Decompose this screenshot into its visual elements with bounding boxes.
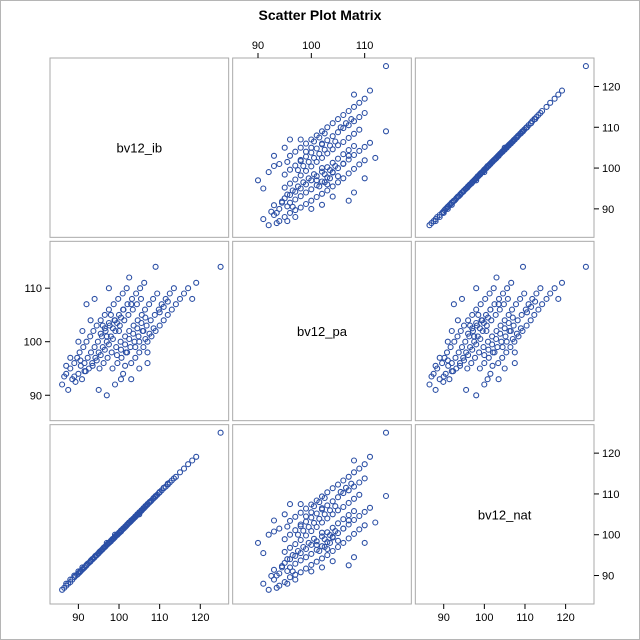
chart-title: Scatter Plot Matrix	[259, 7, 382, 23]
tick-label: 100	[302, 40, 320, 52]
tick-label: 100	[110, 612, 128, 624]
tick-label: 110	[356, 40, 374, 52]
tick-label: 110	[151, 612, 169, 624]
panel-border	[50, 241, 229, 420]
tick-label: 90	[602, 571, 614, 583]
tick-label: 120	[602, 448, 620, 460]
diagonal-label: bv12_pa	[297, 324, 348, 339]
tick-label: 90	[602, 204, 614, 216]
tick-label: 120	[556, 612, 574, 624]
diagonal-label: bv12_ib	[117, 141, 163, 156]
tick-label: 120	[602, 81, 620, 93]
tick-label: 100	[602, 530, 620, 542]
tick-label: 100	[24, 337, 42, 349]
tick-label: 110	[24, 283, 42, 295]
tick-label: 90	[30, 390, 42, 402]
tick-label: 100	[475, 612, 493, 624]
tick-label: 90	[72, 612, 84, 624]
tick-label: 90	[252, 40, 264, 52]
diagonal-label: bv12_nat	[478, 507, 532, 522]
tick-label: 110	[516, 612, 534, 624]
scatter-plot-matrix: Scatter Plot Matrix bv12_ib 90 100 110 90 100 1…	[0, 0, 640, 640]
panel-border	[233, 58, 412, 237]
tick-label: 120	[191, 612, 209, 624]
tick-label: 110	[602, 122, 620, 134]
tick-label: 110	[602, 489, 620, 501]
tick-label: 90	[438, 612, 450, 624]
tick-label: 100	[602, 163, 620, 175]
